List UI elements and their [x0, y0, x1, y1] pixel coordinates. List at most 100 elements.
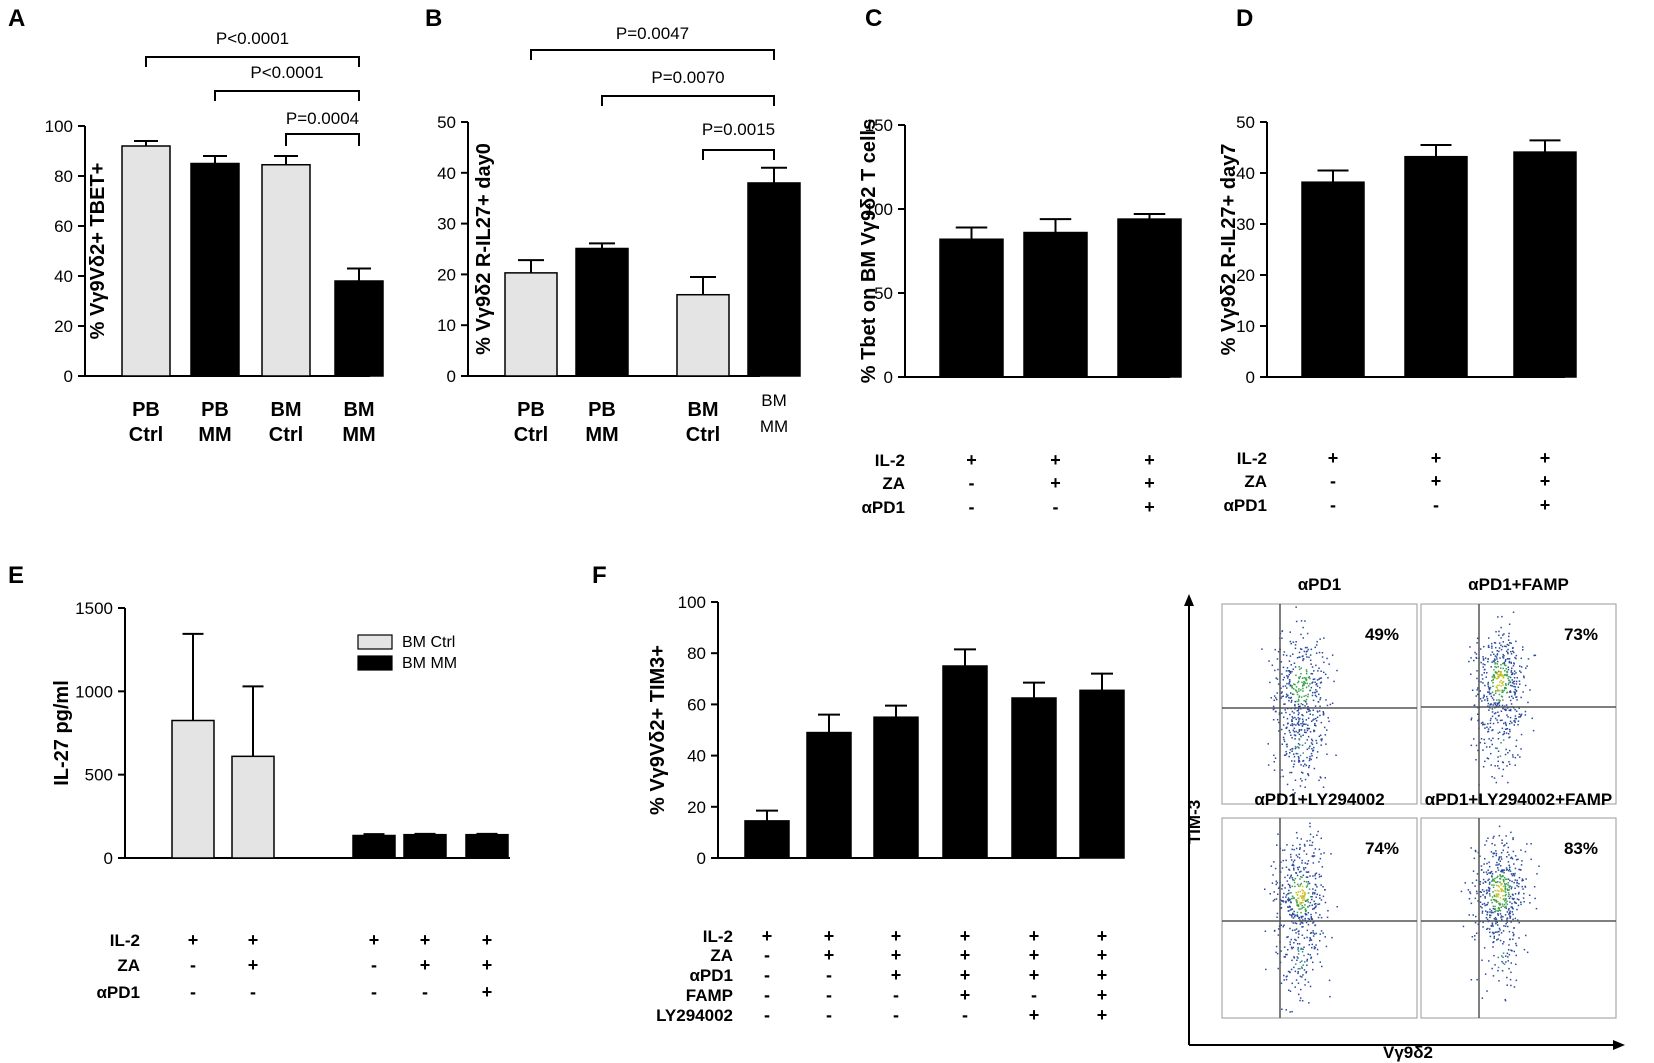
flow-event	[1298, 696, 1300, 698]
bar	[747, 182, 801, 377]
flow-event	[1286, 682, 1288, 685]
flow-event	[1310, 648, 1313, 651]
flow-event	[1288, 660, 1291, 662]
flow-event	[1524, 850, 1527, 853]
flow-event	[1515, 858, 1518, 861]
flow-event	[1273, 861, 1275, 863]
flow-event	[1296, 956, 1298, 958]
condition-mark: -	[1433, 495, 1439, 515]
flow-event	[1492, 660, 1495, 662]
condition-mark: +	[891, 965, 902, 985]
condition-mark: +	[960, 945, 971, 965]
flow-event	[1514, 893, 1517, 895]
bar	[744, 820, 790, 859]
flow-event	[1291, 720, 1293, 723]
flow-event	[1297, 891, 1299, 893]
flow-y-arrow	[1184, 594, 1194, 606]
flow-event	[1509, 699, 1512, 702]
flow-event	[1286, 745, 1288, 748]
flow-event	[1301, 718, 1304, 720]
flow-event	[1485, 917, 1488, 919]
flow-event	[1501, 871, 1503, 873]
flow-event	[1292, 863, 1294, 866]
flow-event	[1298, 943, 1301, 945]
flow-plot-frame	[1420, 817, 1617, 1019]
flow-event	[1509, 684, 1512, 687]
flow-event	[1497, 893, 1500, 895]
flow-event	[1319, 933, 1321, 935]
flow-event	[1487, 728, 1490, 730]
y-tick-label: 50	[874, 284, 893, 303]
flow-event	[1483, 668, 1486, 671]
flow-event	[1278, 730, 1280, 732]
flow-event	[1303, 906, 1305, 908]
flow-event	[1294, 970, 1297, 973]
flow-event	[1510, 650, 1512, 653]
bar	[1301, 181, 1365, 378]
flow-event	[1298, 677, 1300, 680]
flow-event	[1500, 679, 1502, 682]
flow-event	[1494, 747, 1497, 749]
flow-event	[1322, 895, 1325, 898]
flow-event	[1296, 693, 1299, 696]
flow-event	[1495, 781, 1498, 784]
flow-event	[1314, 906, 1317, 908]
condition-mark: +	[1050, 450, 1061, 470]
flow-event	[1302, 752, 1304, 754]
flow-event	[1496, 684, 1499, 687]
flow-event	[1511, 858, 1514, 860]
flow-event	[1507, 733, 1510, 735]
flow-event	[1306, 682, 1308, 685]
flow-event	[1310, 738, 1313, 741]
flow-event	[1294, 922, 1297, 924]
flow-event	[1276, 658, 1279, 660]
flow-event	[1487, 644, 1490, 647]
flow-event	[1289, 680, 1291, 683]
flow-event	[1280, 950, 1282, 952]
flow-event	[1508, 632, 1510, 635]
flow-event	[1288, 899, 1290, 901]
y-tick-label: 20	[437, 265, 456, 284]
flow-event	[1298, 797, 1300, 800]
flow-event	[1479, 690, 1481, 692]
flow-event	[1297, 708, 1300, 710]
flow-event	[1304, 893, 1306, 895]
flow-event	[1515, 717, 1517, 720]
flow-event	[1289, 941, 1291, 943]
flow-event	[1299, 778, 1302, 780]
flow-event	[1302, 926, 1304, 928]
flow-event	[1502, 930, 1505, 932]
flow-event	[1316, 640, 1318, 643]
flow-event	[1484, 760, 1486, 763]
flow-event	[1317, 916, 1320, 919]
flow-event	[1326, 704, 1329, 707]
flow-event	[1510, 856, 1513, 859]
condition-mark: +	[1540, 495, 1551, 515]
flow-event	[1335, 754, 1337, 756]
flow-event	[1486, 726, 1488, 728]
flow-event	[1298, 739, 1301, 741]
flow-event	[1498, 834, 1501, 837]
flow-event	[1314, 877, 1317, 880]
flow-event	[1319, 697, 1322, 699]
flow-event	[1512, 754, 1514, 756]
flow-event	[1295, 620, 1298, 623]
flow-event	[1518, 707, 1520, 709]
flow-event	[1495, 672, 1497, 674]
flow-event	[1514, 720, 1516, 722]
flow-event	[1288, 989, 1290, 991]
flow-event	[1495, 656, 1498, 658]
flow-event	[1303, 850, 1305, 852]
flow-event	[1325, 945, 1328, 948]
flow-event	[1301, 976, 1303, 978]
flow-event	[1503, 655, 1505, 657]
flow-event	[1506, 643, 1509, 646]
flow-event	[1293, 881, 1296, 884]
flow-event	[1300, 915, 1303, 918]
flow-event	[1285, 896, 1287, 898]
flow-event	[1316, 683, 1318, 685]
flow-event	[1500, 884, 1502, 886]
flow-event	[1309, 939, 1311, 942]
flow-event	[1273, 761, 1275, 763]
flow-event	[1300, 882, 1303, 885]
